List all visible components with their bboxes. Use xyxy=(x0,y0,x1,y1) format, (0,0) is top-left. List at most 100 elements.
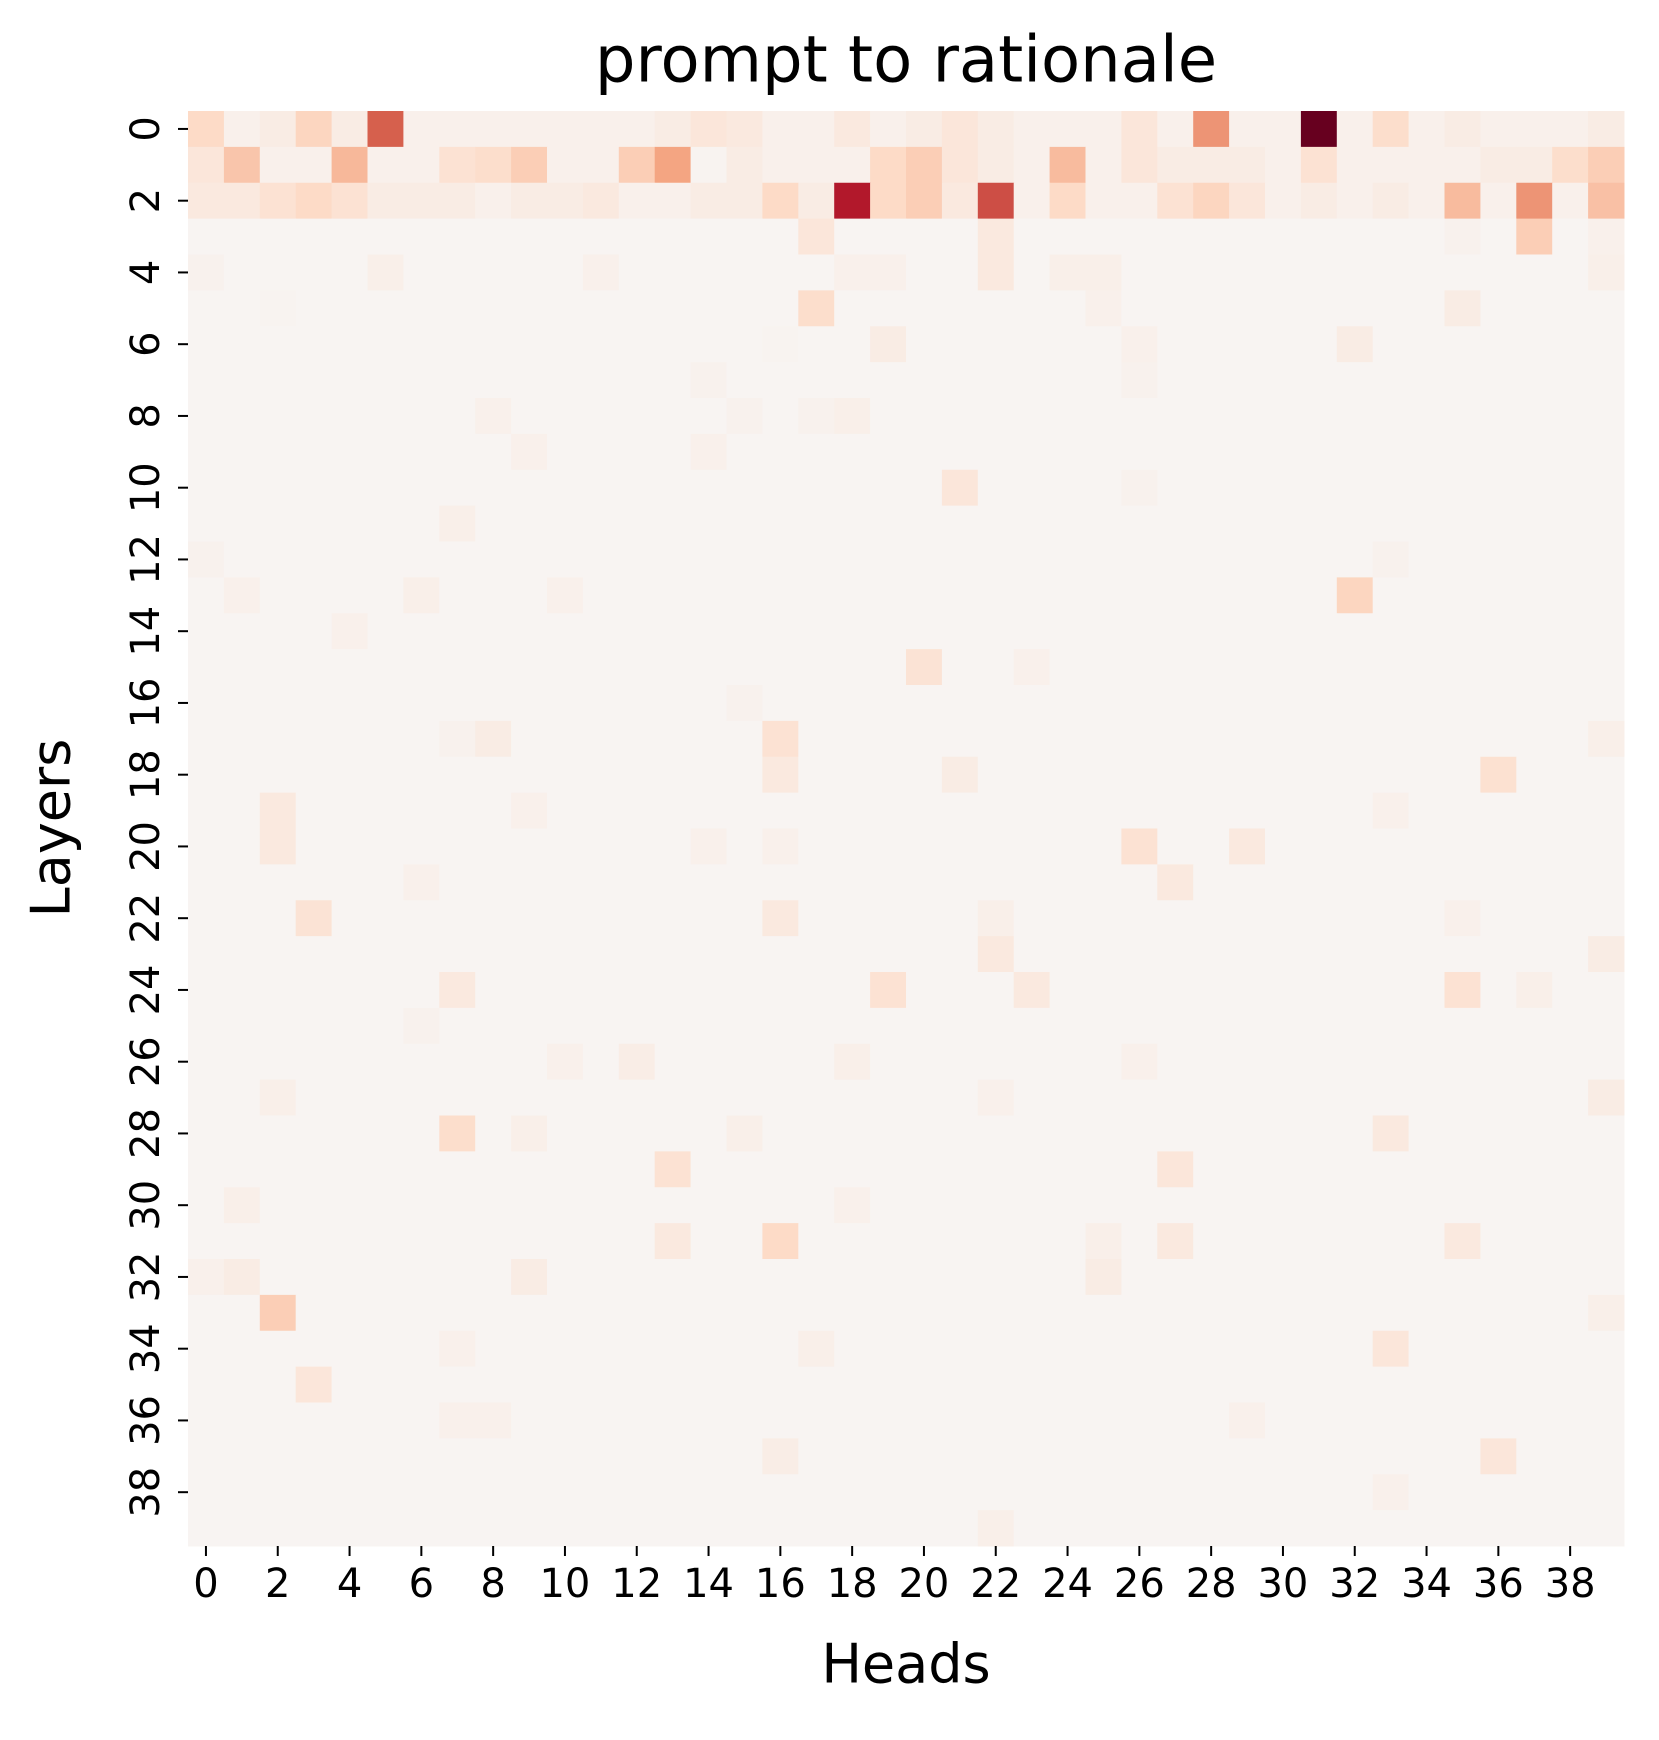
heatmap-cell xyxy=(834,1294,871,1332)
heatmap-cell xyxy=(295,756,333,794)
heatmap-cell xyxy=(654,254,692,291)
heatmap-cell xyxy=(1372,433,1410,471)
heatmap-cell xyxy=(1444,1007,1481,1045)
heatmap-cell xyxy=(618,146,656,184)
x-tick-label: 36 xyxy=(1473,1561,1524,1607)
heatmap-cell xyxy=(1588,972,1625,1009)
heatmap-cell xyxy=(1480,398,1517,435)
heatmap-cell xyxy=(475,1007,512,1045)
heatmap-cell xyxy=(295,936,333,973)
heatmap-cell xyxy=(726,720,763,758)
heatmap-cell xyxy=(1193,362,1230,399)
heatmap-cell xyxy=(223,1294,261,1332)
heatmap-cell xyxy=(331,864,368,901)
heatmap-cell xyxy=(188,720,225,758)
heatmap-cell xyxy=(1372,1294,1410,1332)
heatmap-cell xyxy=(1265,1474,1302,1511)
heatmap-cell xyxy=(798,828,835,865)
heatmap-cell xyxy=(1408,469,1445,507)
heatmap-cell xyxy=(618,864,656,901)
heatmap-cell xyxy=(1336,649,1374,686)
heatmap-cell xyxy=(1265,828,1302,865)
heatmap-cell xyxy=(511,864,548,901)
heatmap-cell xyxy=(1336,613,1374,650)
heatmap-cell xyxy=(977,613,1015,650)
heatmap-cell xyxy=(1444,362,1481,399)
heatmap-cell xyxy=(1444,398,1481,435)
heatmap-cell xyxy=(439,900,476,937)
heatmap-cell xyxy=(1408,1366,1445,1403)
heatmap-cell xyxy=(547,1366,584,1403)
x-tick-label: 10 xyxy=(539,1561,590,1607)
heatmap-cell xyxy=(188,146,225,184)
heatmap-cell xyxy=(1444,900,1481,937)
heatmap-cell xyxy=(654,146,692,184)
heatmap-cell xyxy=(1372,1402,1410,1439)
heatmap-cell xyxy=(511,326,548,363)
heatmap-cell xyxy=(1300,1079,1338,1116)
heatmap-cell xyxy=(1372,1259,1410,1296)
heatmap-cell xyxy=(618,182,656,220)
heatmap-cell xyxy=(1049,792,1086,829)
heatmap-cell xyxy=(1229,541,1266,578)
heatmap-cell xyxy=(475,1474,512,1511)
heatmap-cell xyxy=(690,111,727,148)
heatmap-cell xyxy=(367,1151,404,1188)
heatmap-cell xyxy=(834,972,871,1009)
heatmap-cell xyxy=(1229,290,1266,327)
heatmap-cell xyxy=(1085,326,1122,363)
heatmap-cell xyxy=(1408,1294,1445,1332)
heatmap-cell xyxy=(726,541,763,578)
heatmap-cell xyxy=(331,398,368,435)
heatmap-cell xyxy=(941,433,979,471)
heatmap-cell xyxy=(690,146,727,184)
heatmap-cell xyxy=(1372,146,1410,184)
heatmap-cell xyxy=(1265,541,1302,578)
heatmap-cell xyxy=(762,326,799,363)
heatmap-cell xyxy=(618,218,656,255)
heatmap-cell xyxy=(798,720,835,758)
heatmap-cell xyxy=(906,936,943,973)
heatmap-cell xyxy=(762,433,799,471)
heatmap-cell xyxy=(1408,1007,1445,1045)
heatmap-cell xyxy=(977,1438,1015,1475)
heatmap-cell xyxy=(511,1079,548,1116)
heatmap-cell xyxy=(403,972,440,1009)
heatmap-cell xyxy=(295,1402,333,1439)
heatmap-cell xyxy=(403,326,440,363)
heatmap-cell xyxy=(834,936,871,973)
heatmap-cell xyxy=(1049,900,1086,937)
heatmap-cell xyxy=(582,613,620,650)
heatmap-cell xyxy=(1336,433,1374,471)
heatmap-cell xyxy=(223,1402,261,1439)
heatmap-cell xyxy=(977,254,1015,291)
heatmap-cell xyxy=(690,1187,727,1224)
heatmap-cell xyxy=(295,398,333,435)
heatmap-cell xyxy=(547,362,584,399)
heatmap-cell xyxy=(654,1007,692,1045)
heatmap-cell xyxy=(870,720,907,758)
heatmap-cell xyxy=(1480,290,1517,327)
heatmap-cell xyxy=(1372,111,1410,148)
heatmap-cell xyxy=(726,936,763,973)
heatmap-cell xyxy=(1049,577,1086,614)
heatmap-cell xyxy=(439,792,476,829)
heatmap-cell xyxy=(1516,720,1553,758)
heatmap-cell xyxy=(367,1079,404,1116)
heatmap-cell xyxy=(547,1043,584,1081)
heatmap-cell xyxy=(1229,1223,1266,1260)
heatmap-cell xyxy=(1193,1474,1230,1511)
heatmap-cell xyxy=(798,577,835,614)
x-tick-label: 26 xyxy=(1114,1561,1165,1607)
heatmap-cell xyxy=(1193,1223,1230,1260)
heatmap-cell xyxy=(1300,433,1338,471)
heatmap-cell xyxy=(654,541,692,578)
heatmap-cell xyxy=(547,469,584,507)
heatmap-cell xyxy=(223,1259,261,1296)
heatmap-cell xyxy=(1085,1079,1122,1116)
heatmap-cell xyxy=(1193,1402,1230,1439)
heatmap-cell xyxy=(726,900,763,937)
heatmap-cell xyxy=(259,541,297,578)
heatmap-cell xyxy=(475,720,512,758)
heatmap-cell xyxy=(1552,469,1589,507)
